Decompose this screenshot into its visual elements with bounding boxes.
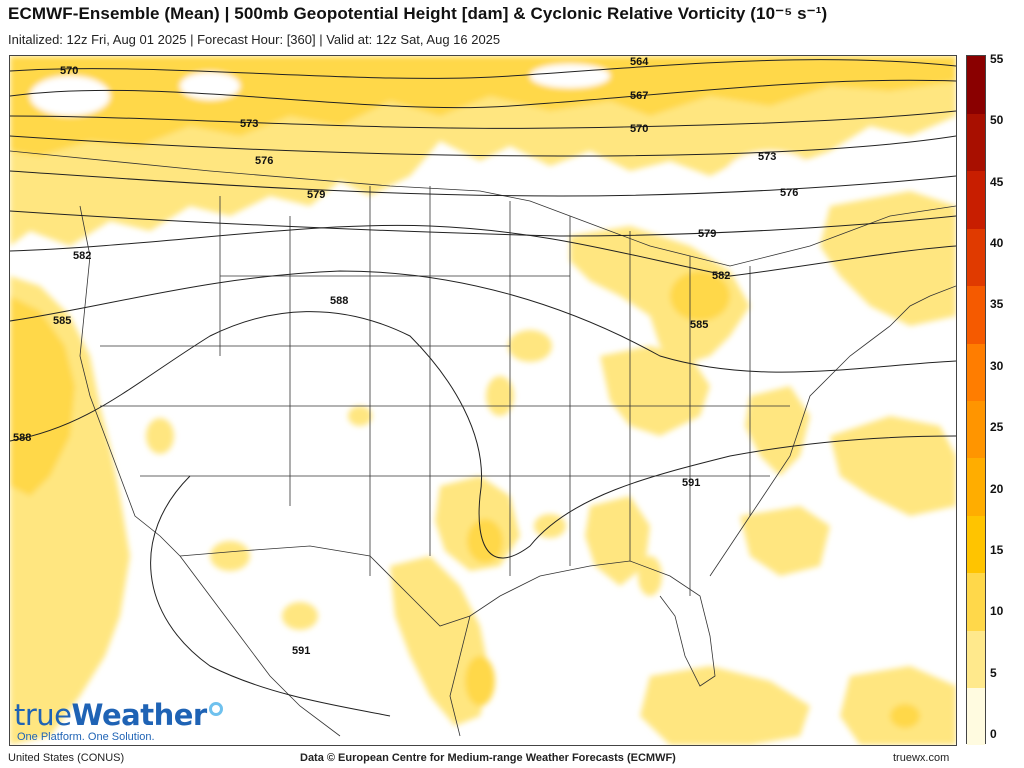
contour-label: 576 <box>780 187 798 199</box>
contour-label: 573 <box>758 151 776 163</box>
weather-map[interactable]: 570 573 576 579 582 585 588 564 567 570 … <box>9 55 957 746</box>
colorbar-tick-label: 35 <box>990 297 1004 312</box>
contour-label: 585 <box>690 319 708 331</box>
colorbar-tick-label: 50 <box>990 113 1004 128</box>
colorbar-segment <box>967 285 985 344</box>
footer-website-link[interactable]: truewx.com <box>893 752 950 764</box>
contour-label: 582 <box>712 270 730 282</box>
colorbar-tick-label: 30 <box>990 358 1004 373</box>
logo-tagline: One Platform. One Solution. <box>17 731 155 743</box>
colorbar-segment <box>967 630 985 689</box>
colorbar-segment <box>967 400 985 459</box>
vorticity-shading <box>10 56 956 745</box>
map-boundaries <box>10 150 956 737</box>
colorbar-segment <box>967 572 985 631</box>
chart-title: ECMWF-Ensemble (Mean) | 500mb Geopotenti… <box>8 4 828 23</box>
colorbar-tick-label: 55 <box>990 52 1004 66</box>
colorbar-tick-label: 20 <box>990 481 1004 496</box>
colorbar-tick-label: 25 <box>990 420 1004 435</box>
colorbar-segment <box>967 457 985 516</box>
footer-region: United States (CONUS) <box>8 752 125 764</box>
contour-label: 579 <box>307 189 325 201</box>
footer-credit: Data © European Centre for Medium-range … <box>300 752 676 764</box>
contour-label: 591 <box>682 477 700 489</box>
contour-label: 570 <box>630 123 648 135</box>
contour-label: 576 <box>255 155 273 167</box>
colorbar-tick-label: 40 <box>990 236 1004 251</box>
colorbar-segment <box>967 687 985 746</box>
contour-label: 591 <box>292 645 310 657</box>
colorbar-tick-label: 0 <box>990 727 997 741</box>
colorbar-segment <box>967 56 985 114</box>
colorbar-segment <box>967 170 985 229</box>
colorbar-segment <box>967 113 985 172</box>
colorbar-segment <box>967 515 985 574</box>
contour-label: 585 <box>53 315 71 327</box>
logo-mark-icon <box>208 702 223 716</box>
contour-label: 573 <box>240 118 258 130</box>
colorbar-segment <box>967 343 985 401</box>
colorbar-segment <box>967 228 985 287</box>
contour-labels: 570 573 576 579 582 585 588 564 567 570 … <box>13 56 798 657</box>
trueweather-logo: trueWeather <box>14 698 223 732</box>
colorbar-tick-label: 15 <box>990 542 1004 557</box>
height-contours <box>10 59 956 717</box>
map-canvas: 570 573 576 579 582 585 588 564 567 570 … <box>10 56 956 745</box>
chart-subtitle: Initalized: 12z Fri, Aug 01 2025 | Forec… <box>8 32 501 47</box>
contour-label: 579 <box>698 228 716 240</box>
vorticity-colorbar <box>966 55 986 746</box>
colorbar-tick-label: 10 <box>990 604 1004 619</box>
contour-label: 588 <box>330 295 348 307</box>
contour-label: 582 <box>73 250 91 262</box>
contour-label: 588 <box>13 432 31 444</box>
contour-label: 564 <box>630 56 649 68</box>
colorbar-tick-label: 5 <box>990 665 997 680</box>
colorbar-tick-label: 45 <box>990 174 1004 189</box>
contour-label: 570 <box>60 65 78 77</box>
contour-label: 567 <box>630 90 648 102</box>
